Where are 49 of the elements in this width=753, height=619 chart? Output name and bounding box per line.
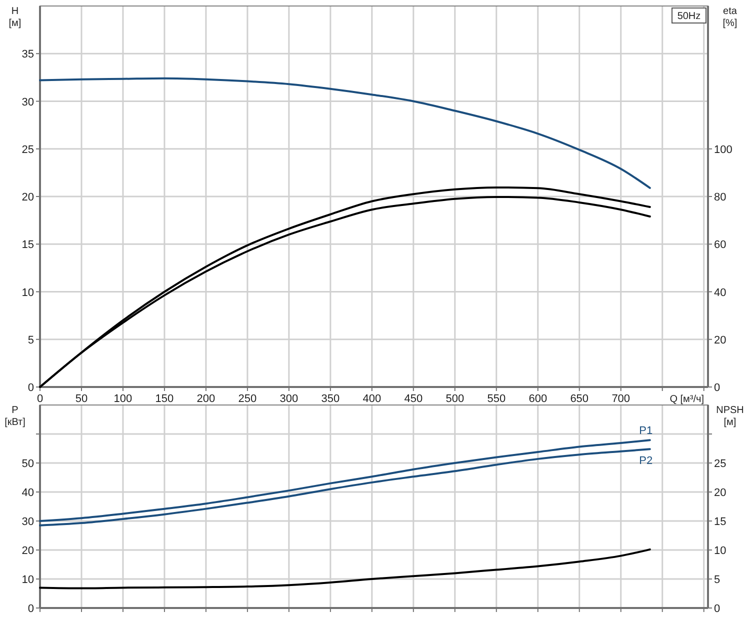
x-axis-title: Q [м³/ч] <box>670 394 704 405</box>
y2-tick-label: 15 <box>714 516 726 528</box>
x-tick-label: 600 <box>528 393 548 405</box>
x-tick-label: 50 <box>75 393 88 405</box>
y-tick-label: 25 <box>22 144 34 156</box>
y-tick-label: 20 <box>22 545 34 557</box>
x-tick-label: 300 <box>280 393 298 405</box>
x-tick-label: 550 <box>487 393 506 405</box>
x-tick-label: 0 <box>36 393 44 405</box>
x-tick-label: 250 <box>238 393 257 405</box>
y-axis-title: P [кВт] <box>4 405 26 428</box>
y-tick-label: 35 <box>22 48 34 61</box>
y2-tick-label: 40 <box>714 286 726 299</box>
x-tick-label: 450 <box>404 393 423 405</box>
y-tick-label: 0 <box>28 382 34 394</box>
y2-tick-label: 60 <box>714 239 726 252</box>
y2-axis-title: eta [%] <box>722 6 738 29</box>
y-tick-label: 10 <box>22 286 34 299</box>
y2-tick-label: 100 <box>714 144 732 156</box>
x-tick-label: 400 <box>362 393 382 405</box>
y2-tick-label: 20 <box>714 334 726 346</box>
series-label: P2 <box>639 455 653 468</box>
annotation: 50Hz <box>677 11 701 22</box>
y-tick-label: 10 <box>22 574 34 586</box>
y2-tick-label: 10 <box>714 545 726 557</box>
y-tick-label: 5 <box>28 334 34 346</box>
y2-axis-title: NPSH [м] <box>716 405 744 428</box>
x-tick-label: 650 <box>570 393 589 405</box>
x-tick-label: 350 <box>321 393 340 405</box>
y-axis-title: H [м] <box>8 6 22 29</box>
x-tick-label: 700 <box>612 393 630 405</box>
y2-tick-label: 25 <box>714 458 726 470</box>
y-tick-label: 30 <box>22 96 34 108</box>
y-tick-label: 30 <box>22 516 34 528</box>
y2-tick-label: 80 <box>714 192 726 204</box>
y-tick-label: 0 <box>28 603 34 615</box>
series-label: P1 <box>639 425 653 438</box>
y-tick-label: 50 <box>22 458 34 470</box>
x-tick-label: 100 <box>114 393 132 405</box>
y2-tick-label: 0 <box>714 382 720 394</box>
x-tick-label: 200 <box>196 393 216 405</box>
x-tick-label: 500 <box>446 393 464 405</box>
y2-tick-label: 0 <box>714 603 720 615</box>
y-tick-label: 20 <box>22 192 34 204</box>
y-tick-label: 15 <box>22 239 34 252</box>
y-tick-label: 40 <box>22 487 34 499</box>
y2-tick-label: 5 <box>714 574 720 586</box>
y2-tick-label: 20 <box>714 487 726 499</box>
x-tick-label: 150 <box>155 393 174 405</box>
